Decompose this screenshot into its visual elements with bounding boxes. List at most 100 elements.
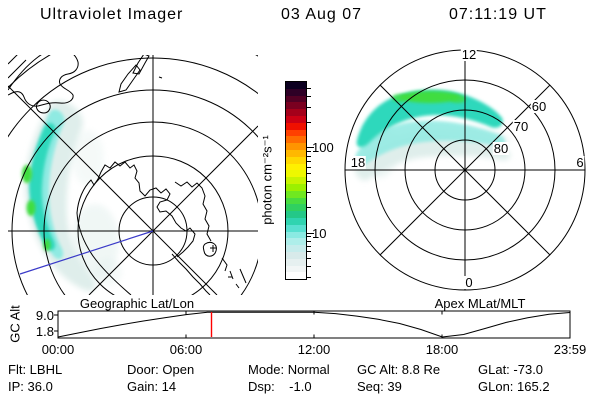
colorbar-swatch bbox=[286, 258, 306, 266]
mlt-label-18: 18 bbox=[349, 155, 367, 170]
colorbar-tick bbox=[307, 258, 311, 259]
coastline-new-zealand bbox=[118, 55, 163, 93]
coastlines bbox=[8, 55, 247, 295]
gcalt-axis-label: GC Alt bbox=[7, 305, 23, 343]
xtick-0000: 00:00 bbox=[41, 342, 75, 357]
left-polar-map bbox=[8, 55, 258, 295]
colorbar-swatch bbox=[286, 204, 306, 212]
colorbar-swatch bbox=[286, 190, 306, 198]
status-gain: Gain: 14 bbox=[127, 379, 177, 394]
status-ip: IP: 36.0 bbox=[8, 379, 53, 394]
colorbar-swatch bbox=[286, 272, 306, 280]
colorbar-tick bbox=[307, 266, 311, 267]
colorbar-swatch bbox=[286, 149, 306, 157]
orbit-track-line bbox=[19, 230, 154, 275]
colorbar-tick bbox=[307, 241, 311, 242]
xtick-0600: 06:00 bbox=[169, 342, 203, 357]
app-title: Ultraviolet Imager bbox=[40, 6, 184, 23]
colorbar-swatches bbox=[286, 82, 306, 280]
colorbar-tick bbox=[307, 96, 311, 97]
coastline-ice-shelf bbox=[171, 253, 211, 295]
aurora-green-patch bbox=[26, 200, 36, 216]
colorbar-tick bbox=[307, 233, 314, 234]
xtick-1800: 18:00 bbox=[425, 342, 459, 357]
aurora-pale-speckle bbox=[94, 258, 122, 286]
colorbar-swatch bbox=[286, 170, 306, 178]
mlt-label-6: 6 bbox=[575, 155, 585, 170]
colorbar-swatch bbox=[286, 251, 306, 259]
status-seq: Seq: 39 bbox=[357, 379, 402, 394]
colorbar-tick bbox=[307, 246, 311, 247]
colorbar-tick bbox=[307, 107, 311, 108]
colorbar-tick bbox=[307, 181, 311, 182]
status-glat: GLat: -73.0 bbox=[478, 362, 544, 377]
aurora-cyan-band bbox=[355, 120, 506, 166]
colorbar-swatch bbox=[286, 224, 306, 232]
colorbar-swatch bbox=[286, 129, 306, 137]
aurora-pale-speckle bbox=[72, 130, 104, 186]
colorbar-tick-axis bbox=[307, 82, 316, 279]
ytick-1-8: 1.8 bbox=[35, 324, 54, 339]
mlat-label-70: 70 bbox=[512, 119, 530, 134]
colorbar-swatch bbox=[286, 183, 306, 191]
colorbar-tick bbox=[307, 236, 311, 237]
colorbar-tick bbox=[307, 167, 311, 168]
colorbar bbox=[285, 81, 307, 280]
colorbar-swatch bbox=[286, 82, 306, 89]
colorbar-swatch bbox=[286, 238, 306, 246]
coastline-extra bbox=[8, 55, 27, 79]
colorbar-swatch bbox=[286, 88, 306, 96]
status-mode: Mode: Normal bbox=[248, 362, 330, 377]
colorbar-swatch bbox=[286, 245, 306, 252]
colorbar-tick bbox=[307, 147, 314, 148]
gcalt-curve bbox=[57, 311, 570, 338]
header-time: 07:11:19 UT bbox=[449, 6, 547, 23]
colorbar-unit-label: photon cm⁻²s⁻¹ bbox=[259, 135, 275, 225]
aurora-green-patch bbox=[400, 91, 460, 103]
colorbar-tick bbox=[307, 156, 311, 157]
status-glon: GLon: 165.2 bbox=[478, 379, 550, 394]
colorbar-swatch bbox=[286, 163, 306, 171]
colorbar-swatch bbox=[286, 143, 306, 150]
geographic-grid bbox=[8, 55, 258, 295]
time-plot-ticks bbox=[54, 311, 443, 338]
colorbar-tick-label-10: 10 bbox=[312, 226, 327, 241]
coastline-ross-island bbox=[202, 241, 217, 257]
aurora-green-patch bbox=[392, 94, 408, 102]
colorbar-swatch bbox=[286, 95, 306, 103]
mlat-label-80: 80 bbox=[492, 141, 510, 156]
colorbar-swatch bbox=[286, 177, 306, 184]
colorbar-swatch bbox=[286, 265, 306, 273]
header-date: 03 Aug 07 bbox=[281, 6, 363, 23]
left-plot-caption: Geographic Lat/Lon bbox=[79, 296, 195, 311]
aurora-emission-left bbox=[22, 100, 122, 292]
coastline-victoria-land bbox=[174, 181, 212, 242]
colorbar-swatch bbox=[286, 115, 306, 123]
right-polar-plot bbox=[344, 49, 586, 291]
colorbar-tick bbox=[307, 161, 311, 162]
colorbar-swatch bbox=[286, 109, 306, 116]
ytick-9: 9.0 bbox=[35, 308, 54, 323]
aurora-emission-right bbox=[355, 89, 511, 181]
colorbar-swatch bbox=[286, 217, 306, 225]
mlt-label-12: 12 bbox=[460, 47, 478, 62]
colorbar-swatch bbox=[286, 102, 306, 110]
aurora-teal-band bbox=[356, 89, 503, 148]
colorbar-swatch bbox=[286, 156, 306, 164]
colorbar-tick-label-100: 100 bbox=[312, 140, 334, 155]
colorbar-tick bbox=[307, 207, 311, 208]
colorbar-swatch bbox=[286, 136, 306, 144]
right-plot-caption: Apex MLat/MLT bbox=[434, 296, 526, 311]
xtick-2359: 23:59 bbox=[553, 342, 587, 357]
colorbar-tick bbox=[307, 122, 311, 123]
colorbar-tick bbox=[307, 173, 311, 174]
status-door: Door: Open bbox=[127, 362, 195, 377]
colorbar-swatch bbox=[286, 211, 306, 218]
status-gcalt: GC Alt: 8.8 Re bbox=[357, 362, 441, 377]
colorbar-tick bbox=[307, 88, 311, 89]
aurora-teal-core bbox=[29, 123, 56, 251]
colorbar-swatch bbox=[286, 197, 306, 205]
colorbar-tick bbox=[307, 277, 311, 278]
